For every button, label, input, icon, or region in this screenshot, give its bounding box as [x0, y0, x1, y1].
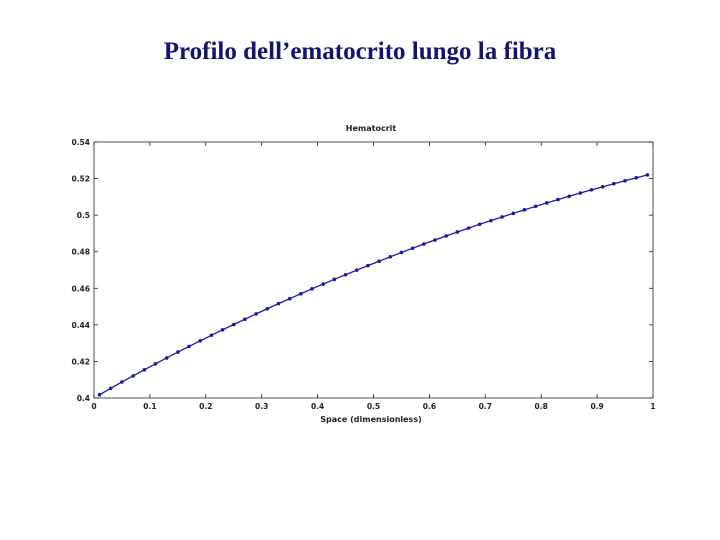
y-tick-label: 0.54 [71, 138, 90, 147]
data-point [153, 362, 158, 366]
y-tick-label: 0.48 [71, 248, 90, 257]
x-tick-label: 0.3 [255, 402, 268, 411]
data-point [354, 268, 359, 272]
x-ticks: 0 0.1 0.2 0.3 0.4 0.5 0.6 0.7 0.8 0.9 1 [91, 142, 656, 411]
x-tick-label: 0.4 [311, 402, 324, 411]
data-point [176, 350, 180, 354]
y-tick-label: 0.5 [77, 211, 90, 220]
data-point [220, 327, 225, 332]
series-layer [97, 173, 650, 397]
y-tick-label: 0.52 [71, 175, 90, 184]
data-point [231, 322, 236, 327]
data-point [343, 272, 348, 277]
x-tick-label: 0.7 [479, 402, 492, 411]
data-point [120, 380, 124, 384]
data-point [589, 188, 594, 192]
data-point [511, 211, 516, 216]
data-point [645, 173, 650, 177]
data-point [287, 296, 292, 301]
data-point [477, 222, 482, 227]
y-tick-label: 0.46 [71, 284, 90, 293]
data-point [634, 176, 639, 180]
y-tick-label: 0.44 [71, 321, 90, 330]
data-point [299, 291, 303, 296]
plot-frame [93, 141, 654, 399]
data-point [131, 374, 135, 378]
data-point [377, 259, 381, 264]
x-tick-label: 0.9 [590, 402, 603, 411]
data-point [410, 246, 415, 251]
data-point [578, 191, 583, 195]
y-tick-label: 0.4 [77, 394, 90, 403]
data-point [612, 181, 616, 186]
data-point [455, 230, 460, 234]
data-point [567, 194, 571, 199]
data-point [332, 277, 337, 282]
data-point [366, 263, 370, 268]
x-tick-label: 0.5 [367, 402, 380, 411]
data-point [209, 333, 214, 338]
data-point [321, 282, 325, 286]
data-point [265, 306, 270, 311]
x-tick-label: 0 [91, 402, 96, 411]
series-line [99, 174, 648, 396]
data-point [489, 218, 493, 223]
data-point [533, 204, 538, 209]
data-point [422, 242, 426, 246]
slide-title: Profilo dell’ematocrito lungo la fibra [163, 38, 557, 65]
x-tick-label: 0.2 [199, 402, 212, 411]
data-point [254, 312, 258, 316]
data-point [310, 287, 314, 291]
data-point [500, 215, 504, 219]
data-point [187, 344, 191, 349]
x-axis-label: Space (dimensionless) [320, 415, 421, 424]
data-point [466, 226, 471, 230]
data-point [399, 250, 404, 255]
data-point [108, 386, 113, 391]
x-tick-label: 0.8 [535, 402, 548, 411]
y-tick-label: 0.42 [71, 357, 90, 366]
y-ticks: 0.4 0.42 0.44 0.46 0.48 0.5 0.52 0.54 [71, 138, 653, 403]
x-tick-label: 0.6 [423, 402, 436, 411]
data-point [388, 255, 393, 259]
data-point [556, 197, 560, 202]
data-point [444, 234, 448, 238]
chart-title: Hematocrit [346, 124, 397, 133]
data-point [600, 185, 605, 189]
data-point [97, 392, 102, 397]
data-point [623, 178, 627, 183]
data-point [198, 338, 203, 343]
data-point [243, 317, 247, 321]
data-point [522, 208, 527, 212]
data-point [164, 356, 169, 360]
data-point [544, 201, 549, 205]
data-point [433, 238, 437, 242]
x-tick-label: 0.1 [143, 402, 156, 411]
data-point [276, 301, 281, 306]
x-tick-label: 1 [650, 402, 655, 411]
data-point [142, 368, 147, 372]
